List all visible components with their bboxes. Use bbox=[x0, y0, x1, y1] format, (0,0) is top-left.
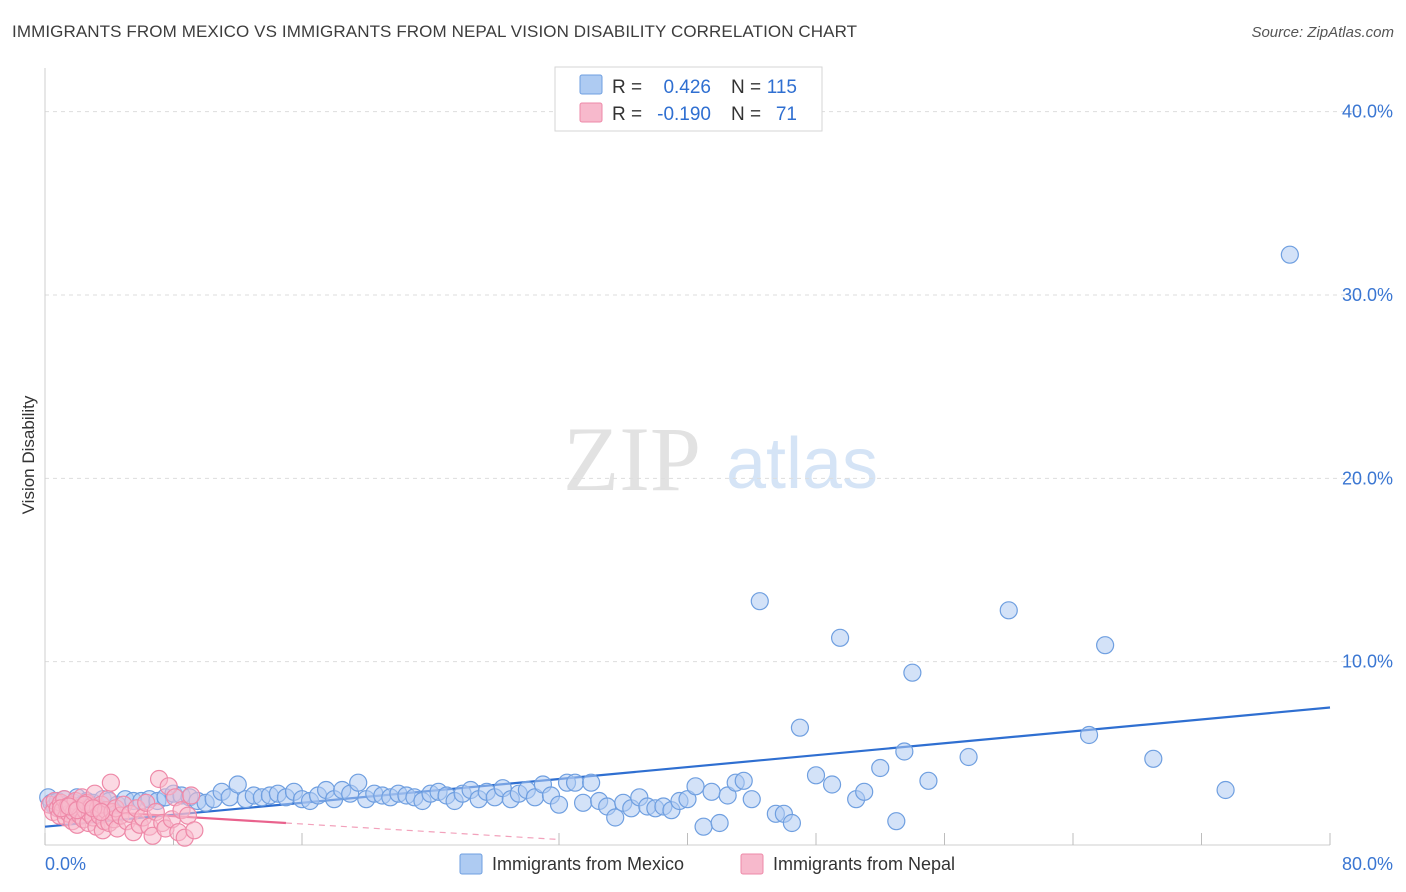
y-tick-label: 30.0% bbox=[1342, 285, 1393, 305]
stats-swatch-nepal bbox=[579, 102, 603, 123]
y-tick-label: 40.0% bbox=[1342, 102, 1393, 122]
data-point-mexico bbox=[895, 742, 914, 761]
legend: Immigrants from Mexico Immigrants from N… bbox=[459, 853, 955, 875]
legend-label-nepal: Immigrants from Nepal bbox=[773, 854, 955, 874]
y-tick-label: 20.0% bbox=[1342, 468, 1393, 488]
data-point-nepal bbox=[182, 786, 201, 805]
data-point-mexico bbox=[903, 663, 922, 682]
stats-n-label-nepal: N = bbox=[731, 104, 761, 125]
data-point-mexico bbox=[694, 817, 713, 836]
x-tick-labels: 0.0% 80.0% bbox=[45, 854, 1393, 874]
data-point-mexico bbox=[742, 790, 761, 809]
y-tick-labels: 10.0% 20.0% 30.0% 40.0% bbox=[1342, 102, 1393, 672]
stats-r-value-mexico: 0.426 bbox=[663, 77, 711, 98]
data-point-mexico bbox=[686, 777, 705, 796]
data-point-mexico bbox=[782, 813, 802, 833]
watermark-atlas: atlas bbox=[726, 424, 878, 504]
data-point-mexico bbox=[999, 601, 1018, 620]
gridlines bbox=[45, 111, 1365, 663]
data-point-mexico bbox=[830, 628, 850, 647]
data-point-mexico bbox=[349, 773, 368, 792]
data-point-mexico bbox=[1216, 780, 1235, 800]
data-points bbox=[39, 245, 1299, 847]
data-point-mexico bbox=[1096, 636, 1115, 655]
data-point-mexico bbox=[582, 773, 601, 792]
trend-line-nepal-extension bbox=[285, 822, 560, 841]
data-point-mexico bbox=[822, 775, 842, 794]
series-nepal bbox=[40, 769, 204, 847]
data-point-mexico bbox=[1079, 725, 1099, 745]
stats-n-value-nepal: 71 bbox=[776, 104, 797, 125]
data-point-mexico bbox=[565, 773, 585, 792]
source-credit: Source: ZipAtlas.com bbox=[1251, 24, 1394, 41]
stats-r-value-nepal: -0.190 bbox=[657, 104, 711, 125]
data-point-mexico bbox=[750, 592, 769, 611]
data-point-mexico bbox=[919, 771, 938, 790]
legend-swatch-nepal bbox=[740, 853, 764, 875]
data-point-mexico bbox=[734, 771, 753, 790]
data-point-mexico bbox=[549, 795, 569, 814]
data-point-mexico bbox=[606, 808, 625, 827]
data-point-mexico bbox=[228, 775, 247, 794]
data-point-mexico bbox=[887, 812, 906, 831]
data-point-mexico bbox=[855, 782, 874, 801]
legend-swatch-mexico bbox=[459, 853, 483, 875]
stats-n-label-mexico: N = bbox=[731, 77, 761, 98]
stats-n-value-mexico: 115 bbox=[767, 77, 797, 98]
axes bbox=[44, 68, 1331, 846]
data-point-nepal bbox=[92, 802, 111, 822]
trend-line-mexico bbox=[44, 706, 1331, 828]
x-tick-label: 80.0% bbox=[1342, 854, 1393, 874]
series-mexico bbox=[39, 245, 1299, 836]
data-point-mexico bbox=[1144, 749, 1163, 768]
data-point-nepal bbox=[185, 821, 204, 840]
stats-box: R = 0.426 N = 115 R = -0.190 N = 71 bbox=[554, 66, 823, 132]
stats-r-label-nepal: R = bbox=[612, 104, 642, 125]
stats-r-label-mexico: R = bbox=[612, 77, 642, 98]
data-point-mexico bbox=[702, 782, 721, 801]
data-point-mexico bbox=[573, 793, 593, 812]
y-axis-label: Vision Disability bbox=[19, 395, 38, 514]
watermark-zip: ZIP bbox=[563, 408, 701, 510]
y-tick-label: 10.0% bbox=[1342, 652, 1393, 672]
legend-label-mexico: Immigrants from Mexico bbox=[492, 854, 684, 874]
data-point-mexico bbox=[806, 766, 826, 785]
data-point-mexico bbox=[959, 747, 978, 767]
data-point-mexico bbox=[718, 786, 737, 805]
data-point-mexico bbox=[1280, 245, 1299, 264]
data-point-mexico bbox=[710, 813, 729, 833]
data-point-nepal bbox=[101, 773, 120, 792]
data-point-mexico bbox=[790, 718, 810, 737]
data-point-mexico bbox=[678, 790, 697, 809]
data-point-mexico bbox=[871, 758, 890, 778]
x-tick-label: 0.0% bbox=[45, 854, 86, 874]
trend-lines bbox=[44, 706, 1331, 841]
stats-swatch-mexico bbox=[579, 74, 603, 95]
chart-title: IMMIGRANTS FROM MEXICO VS IMMIGRANTS FRO… bbox=[12, 22, 858, 41]
